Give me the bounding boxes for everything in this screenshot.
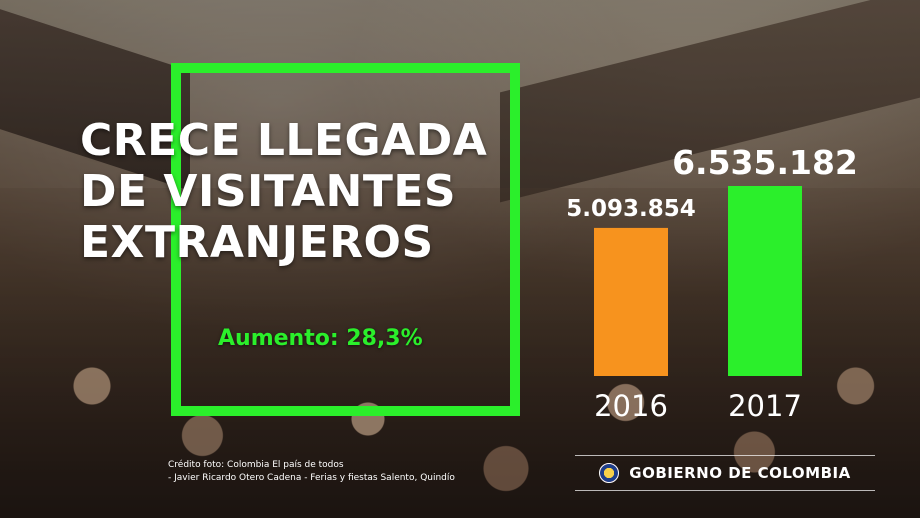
headline-line-2: DE VISITANTES — [80, 166, 457, 217]
bar-2017 — [728, 186, 802, 376]
photo-credit: Crédito foto: Colombia El país de todos … — [168, 459, 455, 485]
credit-line-2: - Javier Ricardo Otero Cadena - Ferias y… — [168, 473, 455, 483]
bar-chart: 5.093.854 2016 6.535.182 2017 — [566, 143, 858, 423]
gov-label: GOBIERNO DE COLOMBIA — [629, 464, 851, 482]
bar-2016 — [594, 227, 668, 376]
green-frame — [171, 63, 520, 416]
increase-label: Aumento: 28,3% — [218, 326, 423, 351]
gov-logo: GOBIERNO DE COLOMBIA — [575, 455, 875, 491]
colombia-seal-icon — [599, 463, 620, 483]
headline: CRECE LLEGADA DE VISITANTES EXTRANJEROS — [80, 115, 520, 268]
tick-label-2016: 2016 — [594, 389, 668, 423]
credit-line-1: Crédito foto: Colombia El país de todos — [168, 460, 344, 470]
headline-line-3: EXTRANJEROS — [80, 217, 434, 268]
headline-line-1: CRECE LLEGADA — [80, 115, 488, 166]
value-label-2016: 5.093.854 — [566, 196, 696, 222]
tick-label-2017: 2017 — [728, 389, 802, 423]
value-label-2017: 6.535.182 — [672, 143, 858, 182]
